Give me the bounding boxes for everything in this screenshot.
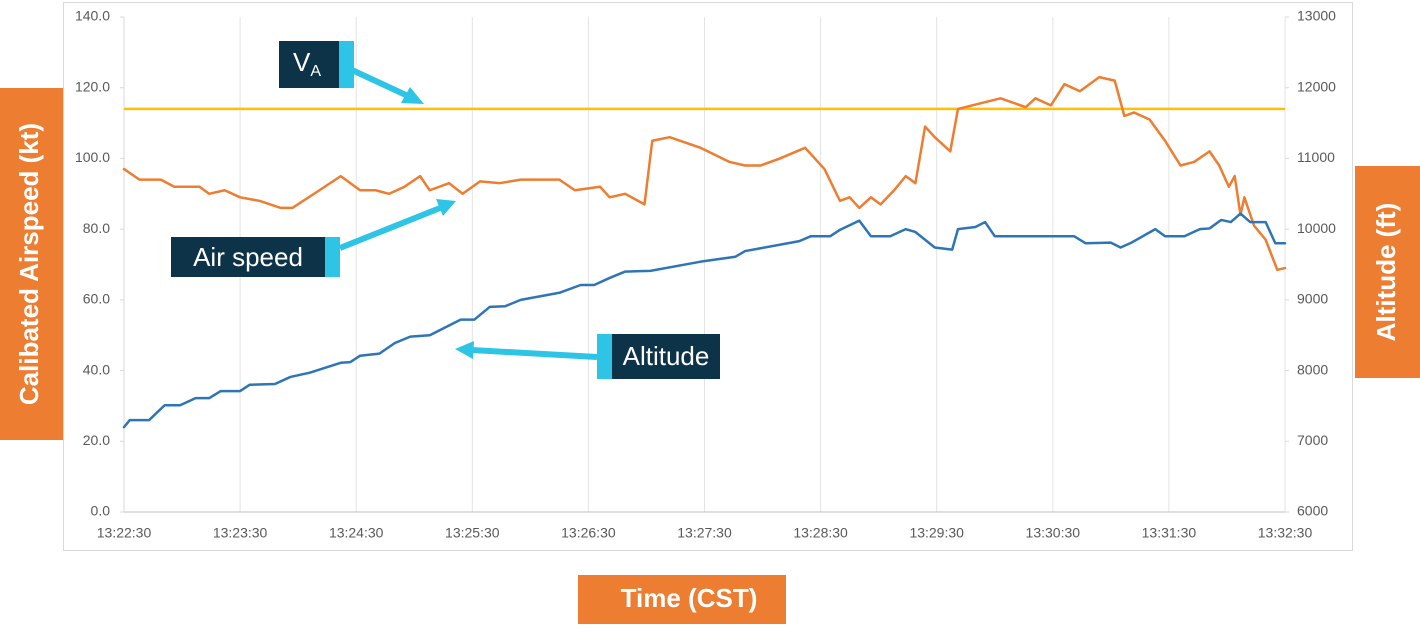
x-tick-label: 13:25:30: [445, 525, 500, 541]
y-tick-label: 80.0: [83, 220, 110, 236]
airspeed-callout: Air speed: [171, 199, 456, 277]
y-tick-label: 120.0: [75, 78, 110, 94]
va-label: VA: [293, 47, 321, 80]
y2-tick-label: 12000: [1297, 78, 1336, 94]
y2-tick-label: 13000: [1297, 8, 1336, 24]
y-tick-label: 60.0: [83, 291, 110, 307]
y2-tick-label: 10000: [1297, 220, 1336, 236]
y2-tick-label: 9000: [1297, 291, 1328, 307]
callout-box: [279, 41, 339, 88]
arrow: [350, 67, 410, 99]
plot-area: 13:22:30 13:23:30 13:24:30 13:25:30 13:26:30…: [75, 8, 1336, 541]
x-tick-label: 13:30:30: [1026, 525, 1081, 541]
va-label-main: V: [293, 47, 311, 77]
y-tick-label: 40.0: [83, 361, 110, 377]
y2-tick-label: 11000: [1297, 149, 1335, 165]
y2-label-box: [1355, 166, 1420, 378]
x-tick-label: 13:24:30: [329, 525, 384, 541]
callout-stripe: [339, 41, 354, 88]
y2-tick-label: 8000: [1297, 361, 1328, 377]
callout-stripe: [325, 237, 340, 277]
x-tick-label: 13:28:30: [793, 525, 848, 541]
callout-stripe: [597, 334, 612, 379]
va-label-sub: A: [310, 63, 321, 80]
arrow: [471, 347, 598, 360]
y-tick-label: 20.0: [83, 432, 110, 448]
airspeed-label: Air speed: [193, 242, 303, 272]
arrow-head: [455, 341, 474, 359]
callout-box: [171, 237, 325, 277]
x-tick-label: 13:31:30: [1142, 525, 1197, 541]
y2-tick-label: 6000: [1297, 503, 1328, 519]
y-axis-label: Calibated Airspeed (kt): [14, 123, 44, 405]
series-line: [122, 75, 1287, 272]
callout-box: [612, 334, 720, 379]
y-tick-label: 100.0: [75, 149, 110, 165]
x-tick-label: 13:32:30: [1258, 525, 1313, 541]
x-axis-label: Time (CST): [621, 583, 758, 613]
x-tick-label: 13:29:30: [909, 525, 964, 541]
x-tick-label: 13:23:30: [213, 525, 268, 541]
x-tick-label: 13:26:30: [561, 525, 616, 541]
arrow-head: [401, 87, 424, 104]
x-tick-label: 13:27:30: [677, 525, 732, 541]
altitude-label: Altitude: [623, 341, 710, 371]
x-label-box: [578, 575, 786, 624]
arrow-head: [436, 199, 456, 216]
y2-axis-label: Altitude (ft): [1371, 203, 1401, 342]
series-line: [122, 212, 1287, 429]
y-tick-label: 140.0: [75, 8, 110, 24]
y2-tick-label: 7000: [1297, 432, 1328, 448]
x-tick-label: 13:22:30: [97, 525, 152, 541]
arrow: [338, 205, 442, 251]
va-callout: VA: [279, 41, 424, 104]
y-tick-label: 0.0: [91, 503, 111, 519]
y-label-box: [0, 88, 63, 440]
altitude-callout: Altitude: [455, 334, 720, 379]
